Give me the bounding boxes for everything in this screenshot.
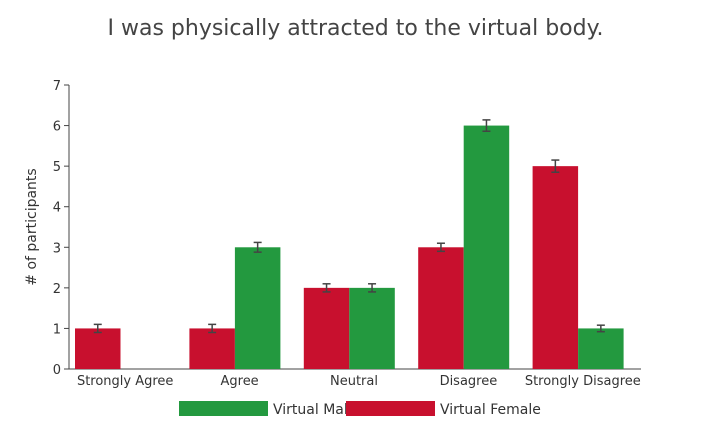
- bar: [578, 328, 624, 369]
- y-tick-label: 3: [53, 241, 61, 256]
- bar: [418, 247, 464, 369]
- x-tick-label: Strongly Agree: [77, 374, 174, 389]
- bar: [349, 287, 395, 369]
- bar: [189, 328, 235, 369]
- y-tick-label: 5: [53, 160, 61, 175]
- legend-swatch: [346, 401, 435, 416]
- legend-label: Virtual Male: [273, 402, 356, 418]
- bar: [532, 166, 579, 369]
- bar: [463, 125, 510, 369]
- y-tick-label: 7: [53, 79, 61, 94]
- y-tick-label: 1: [53, 322, 61, 337]
- x-tick-label: Strongly Disagree: [525, 374, 641, 389]
- bar: [234, 247, 281, 369]
- y-tick-label: 2: [53, 282, 61, 297]
- x-tick-label: Neutral: [330, 374, 378, 389]
- y-tick-label: 6: [53, 120, 61, 135]
- bars: [75, 125, 624, 369]
- y-axis-label: # of participants: [24, 168, 40, 285]
- legend: Virtual Male Virtual Female: [179, 401, 541, 418]
- x-tick-label: Disagree: [440, 374, 498, 389]
- error-bars: [93, 119, 605, 334]
- bar: [75, 328, 121, 369]
- chart-title: I was physically attracted to the virtua…: [107, 16, 604, 41]
- x-tick-label: Agree: [220, 374, 258, 389]
- legend-label: Virtual Female: [440, 402, 541, 418]
- bar: [303, 287, 350, 369]
- y-tick-label: 4: [53, 201, 61, 216]
- y-tick-label: 0: [53, 363, 61, 378]
- legend-swatch: [179, 401, 268, 416]
